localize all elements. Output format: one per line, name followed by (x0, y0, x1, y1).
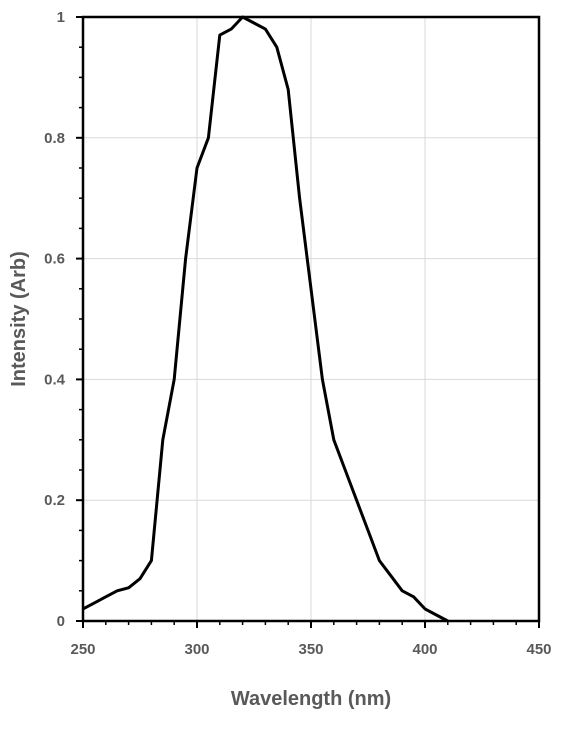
y-tick-label: 0.2 (44, 492, 65, 509)
y-axis-title: Intensity (Arb) (8, 251, 30, 387)
intensity-series-line (82, 15, 449, 623)
x-tick-label: 250 (70, 641, 95, 658)
x-tick-label: 450 (526, 641, 551, 658)
y-tick-label: 0.6 (44, 251, 65, 268)
x-tick-label: 350 (298, 641, 323, 658)
y-tick-label: 0.8 (44, 130, 65, 147)
x-tick-label: 300 (184, 641, 209, 658)
y-tick-label: 1 (57, 9, 65, 26)
y-tick-label: 0.4 (44, 371, 66, 388)
grid-lines (82, 16, 540, 622)
x-tick-label: 400 (412, 641, 437, 658)
tick-labels: 0 0.2 0.4 0.6 0.8 1 250 300 350 400 450 (44, 9, 551, 658)
y-tick-label: 0 (57, 613, 65, 630)
x-axis-title: Wavelength (nm) (231, 688, 391, 710)
axis-ticks (76, 16, 540, 628)
